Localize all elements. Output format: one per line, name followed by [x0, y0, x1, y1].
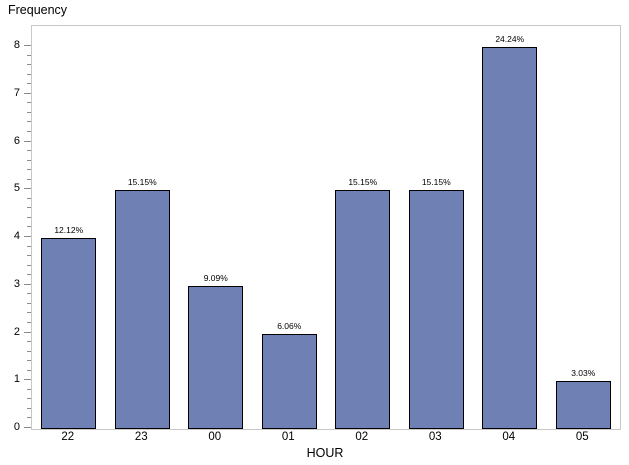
x-axis-title: HOUR	[306, 446, 344, 460]
y-major-tick	[24, 188, 31, 190]
y-major-tick	[24, 283, 31, 285]
y-tick-label: 6	[13, 134, 20, 147]
y-tick-label: 0	[13, 421, 20, 433]
y-tick-label: 3	[13, 277, 20, 290]
y-major-tick	[24, 331, 31, 333]
y-axis: 0 1 2 3 4 5 6 7 8	[0, 25, 31, 433]
bar-percent-label: 12.12%	[54, 225, 84, 235]
bar-percent-label: 6.06%	[277, 320, 302, 331]
bar-05	[555, 381, 611, 429]
y-tick-label: 2	[13, 325, 20, 338]
bar-slot: 15.15%	[106, 26, 180, 429]
y-major-tick	[24, 140, 31, 142]
x-tick-label-05: 05	[575, 431, 589, 443]
y-tick-label: 7	[13, 86, 20, 99]
y-minor-tick	[27, 207, 31, 209]
y-minor-tick	[27, 312, 31, 314]
bar-slot: 15.15%	[326, 26, 400, 429]
bar-01	[261, 333, 317, 429]
y-minor-tick	[27, 159, 31, 161]
y-minor-tick	[27, 321, 31, 323]
bar-percent-label: 24.24%	[495, 34, 525, 44]
bar-slot: 24.24%	[473, 26, 547, 429]
y-minor-tick	[27, 388, 31, 390]
y-tick-label: 4	[13, 230, 20, 242]
y-minor-tick	[27, 130, 31, 132]
bar-23	[114, 190, 170, 429]
bar-percent-label: 3.03%	[571, 368, 596, 379]
x-tick-label-02: 02	[355, 431, 369, 443]
bar-slot: 3.03%	[547, 26, 621, 429]
y-minor-tick	[27, 274, 31, 276]
y-major-tick	[24, 379, 31, 381]
x-axis: 22 23 00 01 02 03 04 05	[31, 431, 619, 445]
y-major-tick	[24, 92, 31, 94]
plot-area: 12.12% 15.15% 9.09% 6.06% 15.15% 15.15% 24.24%…	[31, 25, 621, 430]
y-minor-tick	[27, 398, 31, 400]
y-minor-tick	[27, 369, 31, 371]
y-minor-tick	[27, 264, 31, 266]
x-tick-label-03: 03	[428, 431, 442, 443]
y-minor-tick	[27, 255, 31, 257]
y-minor-tick	[27, 111, 31, 113]
y-minor-tick	[27, 64, 31, 66]
y-minor-tick	[27, 169, 31, 171]
bar-slot: 15.15%	[400, 26, 474, 429]
y-major-tick	[24, 45, 31, 46]
y-major-tick	[24, 427, 31, 428]
y-minor-tick	[27, 341, 31, 343]
bar-slot: 6.06%	[253, 26, 327, 429]
x-tick-label-23: 23	[134, 431, 148, 443]
x-tick-label-22: 22	[61, 431, 75, 443]
y-tick-label: 1	[13, 373, 20, 386]
y-minor-tick	[27, 178, 31, 180]
y-minor-tick	[27, 121, 31, 123]
y-minor-tick	[27, 407, 31, 409]
bar-slot: 9.09%	[179, 26, 253, 429]
bar-02	[335, 190, 391, 429]
y-minor-tick	[27, 226, 31, 228]
y-minor-tick	[27, 150, 31, 152]
y-minor-tick	[27, 360, 31, 362]
y-minor-tick	[27, 83, 31, 85]
bar-percent-label: 15.15%	[127, 177, 157, 188]
y-minor-tick	[27, 197, 31, 199]
bar-22	[41, 238, 97, 429]
y-minor-tick	[27, 350, 31, 352]
y-minor-tick	[27, 54, 31, 56]
y-tick-label: 5	[13, 182, 20, 195]
y-axis-title: Frequency	[8, 3, 68, 17]
x-tick-label-01: 01	[281, 431, 295, 443]
y-minor-tick	[27, 302, 31, 304]
y-major-tick	[24, 236, 31, 237]
y-minor-tick	[27, 73, 31, 75]
x-tick-label-00: 00	[208, 431, 222, 443]
y-minor-tick	[27, 293, 31, 295]
bar-slot: 12.12%	[32, 26, 106, 429]
bar-percent-label: 15.15%	[421, 177, 451, 188]
y-minor-tick	[27, 216, 31, 218]
y-tick-label: 8	[13, 39, 20, 51]
y-minor-tick	[27, 245, 31, 247]
bar-04	[482, 47, 538, 429]
bar-percent-label: 9.09%	[203, 272, 228, 283]
bar-00	[188, 285, 244, 429]
y-minor-tick	[27, 417, 31, 419]
x-tick-label-04: 04	[502, 431, 516, 443]
bar-03	[408, 190, 464, 429]
y-minor-tick	[27, 102, 31, 104]
bar-percent-label: 15.15%	[348, 177, 378, 188]
